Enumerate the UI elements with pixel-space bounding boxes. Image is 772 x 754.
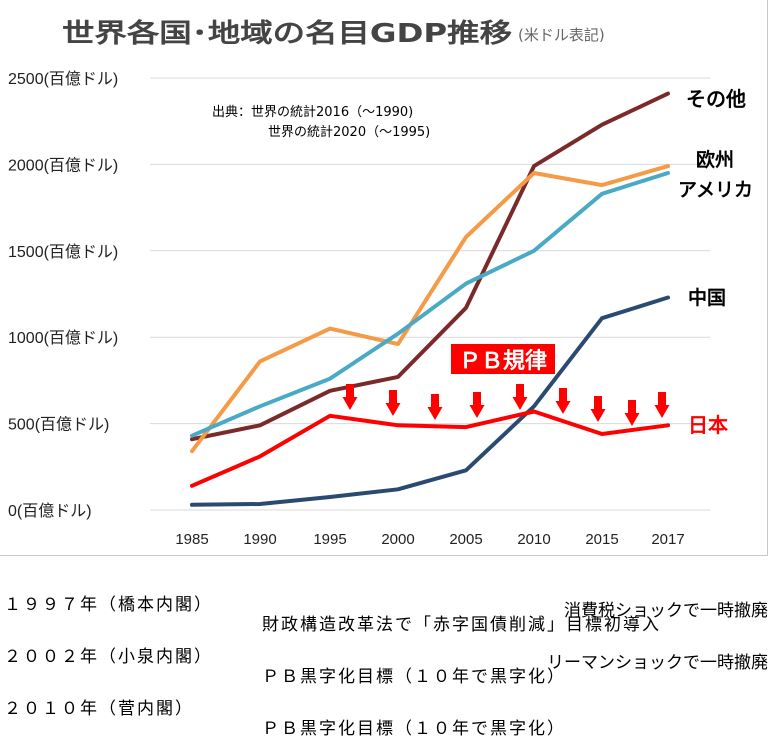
series-label-1: 欧州 (696, 148, 734, 171)
down-arrow-icon (342, 384, 358, 410)
down-arrow-icon (624, 400, 640, 426)
series-line-1 (190, 164, 670, 454)
source-label-1: 出典：世界の統計2016（〜1990) (212, 104, 413, 120)
down-arrow-icon (590, 396, 606, 422)
down-arrow-icon (469, 392, 485, 418)
y-tick-label: 0(百億ドル) (8, 502, 92, 520)
x-tick-label: 2000 (381, 531, 414, 548)
note-2010: ２０１０年（菅内閣） ＰＢ黒字化目標（１０年で黒字化） (4, 674, 564, 754)
note-1997-abolished: 消費税ショックで一時撤廃 (564, 601, 768, 621)
down-arrow-icon (555, 388, 571, 414)
down-arrow-icon (654, 392, 670, 418)
notes-section: １９９７年（橋本内閣） 財政構造改革法で「赤字国債削減」目標初導入 消費税ショッ… (0, 566, 772, 739)
note-2002: ２００２年（小泉内閣） ＰＢ黒字化目標（１０年で黒字化） (4, 622, 564, 702)
y-tick-label: 2000(百億ドル) (8, 156, 118, 174)
source-label-2: 世界の統計2020（〜1995) (268, 124, 430, 140)
series-label-4: 日本 (688, 413, 728, 437)
series-line-3 (190, 295, 670, 507)
chart-subtitle: (米ドル表記) (518, 26, 605, 44)
chart-title: 世界各国･地域の名目GDP推移 (62, 18, 512, 49)
series-line-2 (190, 171, 670, 438)
down-arrow-icon (512, 384, 528, 410)
x-tick-label: 1995 (313, 531, 346, 548)
y-tick-label: 1500(百億ドル) (8, 243, 118, 261)
series-line-0 (190, 91, 670, 442)
note-2002-text: ＰＢ黒字化目標（１０年で黒字化） (262, 667, 566, 687)
chart-frame: 世界各国･地域の名目GDP推移 (米ドル表記) 0(百億ドル) 500(百億ドル) 10… (0, 0, 768, 556)
y-tick-label: 1000(百億ドル) (8, 329, 118, 347)
gdp-line-chart: 世界各国･地域の名目GDP推移 (米ドル表記) 0(百億ドル) 500(百億ドル) 10… (8, 18, 753, 548)
y-tick-label: 2500(百億ドル) (8, 70, 118, 88)
down-arrow-icon (427, 394, 443, 420)
pb-annotation-text: ＰＢ規律 (459, 348, 547, 374)
x-tick-label: 1990 (243, 531, 276, 548)
x-tick-label: 2005 (449, 531, 482, 548)
note-1997: １９９７年（橋本内閣） 財政構造改革法で「赤字国債削減」目標初導入 (4, 570, 659, 650)
pb-annotation-box (451, 344, 555, 374)
x-tick-label: 2010 (517, 531, 550, 548)
note-1997-year: １９９７年（橋本内閣） (4, 595, 213, 615)
series-line-4 (190, 409, 670, 488)
x-tick-label: 2015 (585, 531, 618, 548)
note-2010-text: ＰＢ黒字化目標（１０年で黒字化） (262, 719, 566, 739)
note-1997-text: 財政構造改革法で「赤字国債削減」目標初導入 (262, 615, 661, 635)
y-tick-label: 500(百億ドル) (8, 416, 109, 434)
note-2010-year: ２０１０年（菅内閣） (4, 699, 194, 719)
series-label-0: その他 (686, 87, 746, 111)
down-arrow-icon (385, 390, 401, 416)
x-tick-label: 2017 (651, 531, 684, 548)
series-label-3: 中国 (688, 286, 726, 309)
series-label-2: アメリカ (678, 179, 753, 201)
note-2002-year: ２００２年（小泉内閣） (4, 647, 213, 667)
x-tick-label: 1985 (175, 531, 208, 548)
note-2002-abolished: リーマンショックで一時撤廃 (547, 653, 768, 673)
